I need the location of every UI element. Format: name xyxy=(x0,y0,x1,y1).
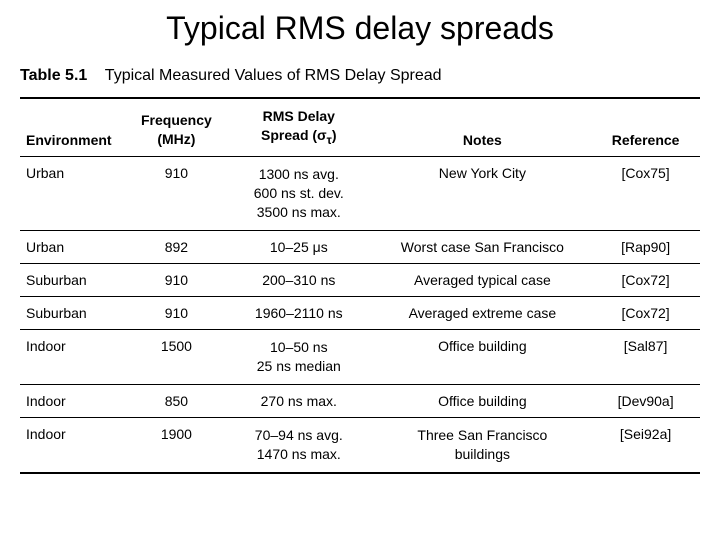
cell-freq: 910 xyxy=(129,157,224,231)
col-frequency-l2: (MHz) xyxy=(135,130,218,149)
cell-rms: 70–94 ns avg. 1470 ns max. xyxy=(224,417,374,472)
cell-rms-l3: 3500 ns max. xyxy=(230,203,368,222)
cell-notes: New York City xyxy=(374,157,592,231)
rms-delay-table: Environment Frequency (MHz) RMS Delay Sp… xyxy=(20,97,700,474)
col-reference: Reference xyxy=(591,98,700,157)
cell-ref: [Cox75] xyxy=(591,157,700,231)
cell-notes: Averaged extreme case xyxy=(374,297,592,330)
col-frequency: Frequency (MHz) xyxy=(129,98,224,157)
cell-notes: Office building xyxy=(374,330,592,385)
col-rms-l2: Spread (στ) xyxy=(230,126,368,149)
table-row: Indoor 850 270 ns max. Office building [… xyxy=(20,384,700,417)
table-row: Urban 892 10–25 μs Worst case San Franci… xyxy=(20,231,700,264)
col-environment: Environment xyxy=(20,98,129,157)
cell-rms: 10–25 μs xyxy=(224,231,374,264)
col-notes: Notes xyxy=(374,98,592,157)
cell-freq: 910 xyxy=(129,264,224,297)
cell-rms-l2: 25 ns median xyxy=(230,357,368,376)
cell-ref: [Dev90a] xyxy=(591,384,700,417)
col-rms-delay: RMS Delay Spread (στ) xyxy=(224,98,374,157)
cell-rms-l1: 10–50 ns xyxy=(230,338,368,357)
cell-env: Urban xyxy=(20,157,129,231)
table-body: Urban 910 1300 ns avg. 600 ns st. dev. 3… xyxy=(20,157,700,473)
cell-rms: 10–50 ns 25 ns median xyxy=(224,330,374,385)
cell-notes-l2: buildings xyxy=(380,445,586,464)
cell-ref: [Cox72] xyxy=(591,264,700,297)
table-caption: Table 5.1 Typical Measured Values of RMS… xyxy=(20,67,700,85)
cell-freq: 892 xyxy=(129,231,224,264)
table-row: Indoor 1500 10–50 ns 25 ns median Office… xyxy=(20,330,700,385)
cell-env: Suburban xyxy=(20,297,129,330)
cell-freq: 1900 xyxy=(129,417,224,472)
cell-rms: 1960–2110 ns xyxy=(224,297,374,330)
cell-freq: 1500 xyxy=(129,330,224,385)
table-header-row: Environment Frequency (MHz) RMS Delay Sp… xyxy=(20,98,700,157)
cell-rms-l2: 600 ns st. dev. xyxy=(230,184,368,203)
cell-notes: Three San Francisco buildings xyxy=(374,417,592,472)
cell-rms-l1: 1300 ns avg. xyxy=(230,165,368,184)
cell-rms: 200–310 ns xyxy=(224,264,374,297)
cell-notes: Office building xyxy=(374,384,592,417)
table-row: Suburban 910 200–310 ns Averaged typical… xyxy=(20,264,700,297)
cell-env: Indoor xyxy=(20,384,129,417)
slide-title: Typical RMS delay spreads xyxy=(20,10,700,47)
cell-rms: 1300 ns avg. 600 ns st. dev. 3500 ns max… xyxy=(224,157,374,231)
cell-rms-l1: 70–94 ns avg. xyxy=(230,426,368,445)
cell-ref: [Sal87] xyxy=(591,330,700,385)
cell-notes-l1: Three San Francisco xyxy=(380,426,586,445)
cell-ref: [Rap90] xyxy=(591,231,700,264)
col-rms-l1: RMS Delay xyxy=(230,107,368,126)
cell-ref: [Sei92a] xyxy=(591,417,700,472)
table-number: Table 5.1 xyxy=(20,67,87,84)
cell-rms: 270 ns max. xyxy=(224,384,374,417)
cell-ref: [Cox72] xyxy=(591,297,700,330)
cell-env: Indoor xyxy=(20,417,129,472)
cell-env: Suburban xyxy=(20,264,129,297)
table-row: Suburban 910 1960–2110 ns Averaged extre… xyxy=(20,297,700,330)
cell-notes: Worst case San Francisco xyxy=(374,231,592,264)
cell-notes: Averaged typical case xyxy=(374,264,592,297)
table-row: Indoor 1900 70–94 ns avg. 1470 ns max. T… xyxy=(20,417,700,472)
col-frequency-l1: Frequency xyxy=(135,111,218,130)
table-row: Urban 910 1300 ns avg. 600 ns st. dev. 3… xyxy=(20,157,700,231)
cell-env: Urban xyxy=(20,231,129,264)
table-caption-text: Typical Measured Values of RMS Delay Spr… xyxy=(105,67,442,84)
cell-freq: 850 xyxy=(129,384,224,417)
cell-rms-l2: 1470 ns max. xyxy=(230,445,368,464)
cell-freq: 910 xyxy=(129,297,224,330)
cell-env: Indoor xyxy=(20,330,129,385)
